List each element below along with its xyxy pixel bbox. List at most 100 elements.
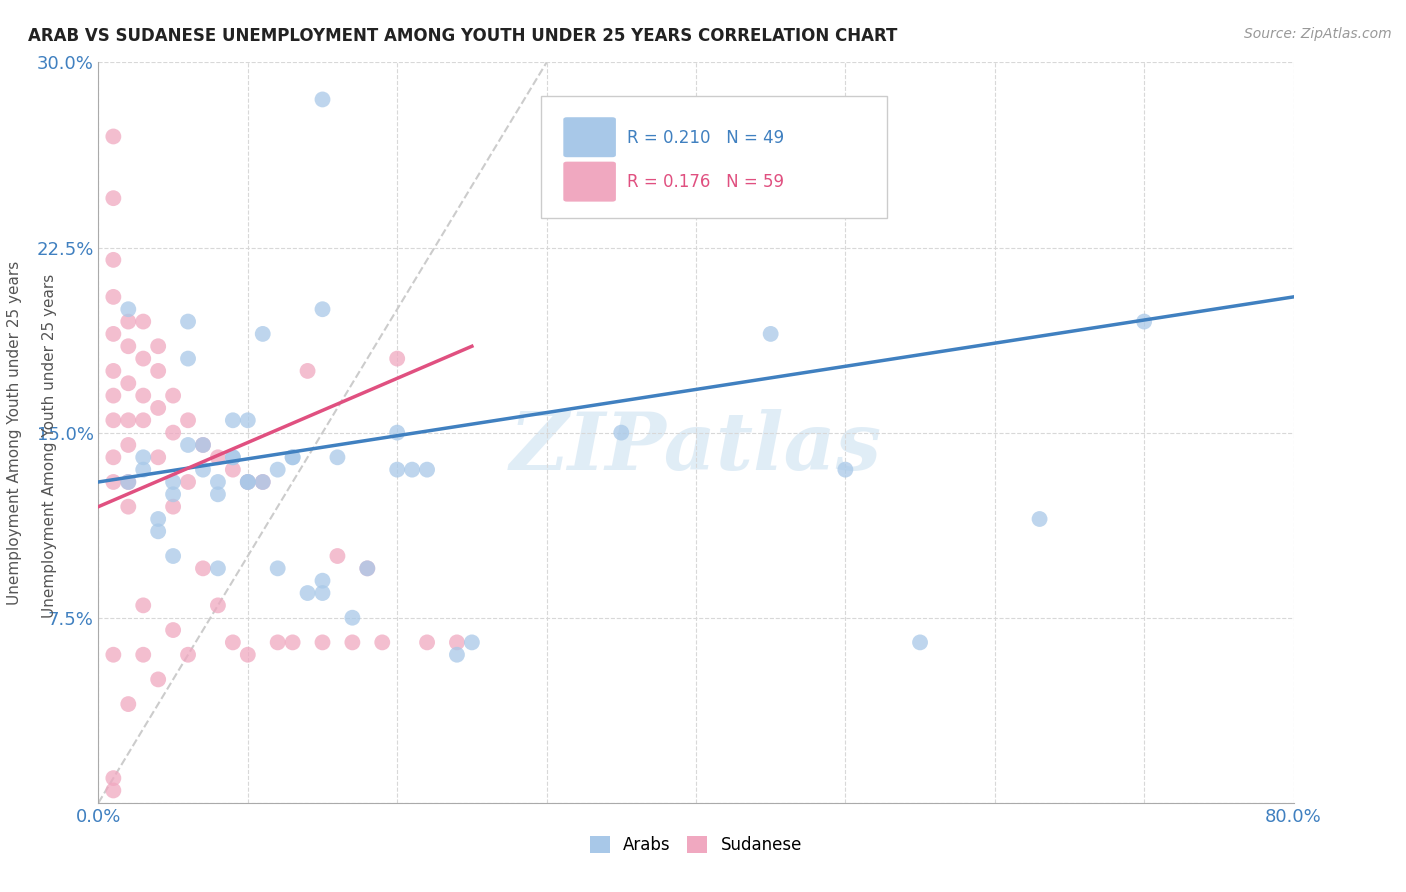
Point [148,364,170,378]
Point [117,438,139,452]
Point [103,783,125,797]
Point [177,648,200,662]
Point [162,549,184,563]
Text: ZIPatlas: ZIPatlas [510,409,882,486]
Point [103,388,125,402]
Point [103,129,125,144]
Point [103,771,125,785]
Legend: Arabs, Sudanese: Arabs, Sudanese [583,830,808,861]
Point [207,487,229,501]
Point [371,635,394,649]
FancyBboxPatch shape [564,161,616,202]
Point [162,500,184,514]
Point [162,475,184,489]
Point [103,475,125,489]
Point [401,462,423,476]
Point [311,586,333,600]
Point [311,92,333,106]
Point [236,413,259,427]
FancyBboxPatch shape [541,95,887,218]
Point [177,413,200,427]
Point [132,388,155,402]
Text: Unemployment Among Youth under 25 years: Unemployment Among Youth under 25 years [42,274,56,618]
Point [191,438,214,452]
Point [311,635,333,649]
Point [162,388,184,402]
Point [356,561,378,575]
Point [297,586,319,600]
Point [908,635,931,649]
Point [132,351,155,366]
Point [207,561,229,575]
Point [177,314,200,328]
Point [103,648,125,662]
Point [117,475,139,489]
Point [177,475,200,489]
Point [236,475,259,489]
Point [342,610,364,624]
Point [311,574,333,588]
Point [177,438,200,452]
Point [103,191,125,205]
Point [132,648,155,662]
Point [103,450,125,465]
Point [148,401,170,415]
Point [117,314,139,328]
Point [132,413,155,427]
Point [281,635,304,649]
Point [191,438,214,452]
Text: R = 0.176   N = 59: R = 0.176 N = 59 [627,173,783,192]
Point [207,450,229,465]
FancyBboxPatch shape [564,117,616,157]
Point [148,512,170,526]
Point [207,599,229,613]
Point [132,462,155,476]
Text: Source: ZipAtlas.com: Source: ZipAtlas.com [1244,27,1392,41]
Point [117,339,139,353]
Point [162,487,184,501]
Point [132,599,155,613]
Point [162,425,184,440]
Text: ARAB VS SUDANESE UNEMPLOYMENT AMONG YOUTH UNDER 25 YEARS CORRELATION CHART: ARAB VS SUDANESE UNEMPLOYMENT AMONG YOUT… [28,27,897,45]
Point [117,413,139,427]
Point [132,450,155,465]
Point [1028,512,1050,526]
Point [117,500,139,514]
Point [117,697,139,711]
Point [759,326,782,341]
Point [342,635,364,649]
Point [177,351,200,366]
Point [297,364,319,378]
Point [416,635,439,649]
Point [267,462,290,476]
Point [236,648,259,662]
Point [281,450,304,465]
Point [834,462,856,476]
Point [148,524,170,539]
Point [117,475,139,489]
Point [103,413,125,427]
Point [148,339,170,353]
Point [162,623,184,637]
Point [236,475,259,489]
Point [385,425,409,440]
Point [416,462,439,476]
Point [191,462,214,476]
Y-axis label: Unemployment Among Youth under 25 years: Unemployment Among Youth under 25 years [7,260,22,605]
Point [326,549,349,563]
Point [148,673,170,687]
Point [222,450,245,465]
Point [356,561,378,575]
Point [446,635,468,649]
Point [103,326,125,341]
Point [148,450,170,465]
Point [385,462,409,476]
Point [222,450,245,465]
Point [117,376,139,391]
Point [1133,314,1156,328]
Point [281,450,304,465]
Point [132,314,155,328]
Point [326,450,349,465]
Point [207,475,229,489]
Point [252,326,274,341]
